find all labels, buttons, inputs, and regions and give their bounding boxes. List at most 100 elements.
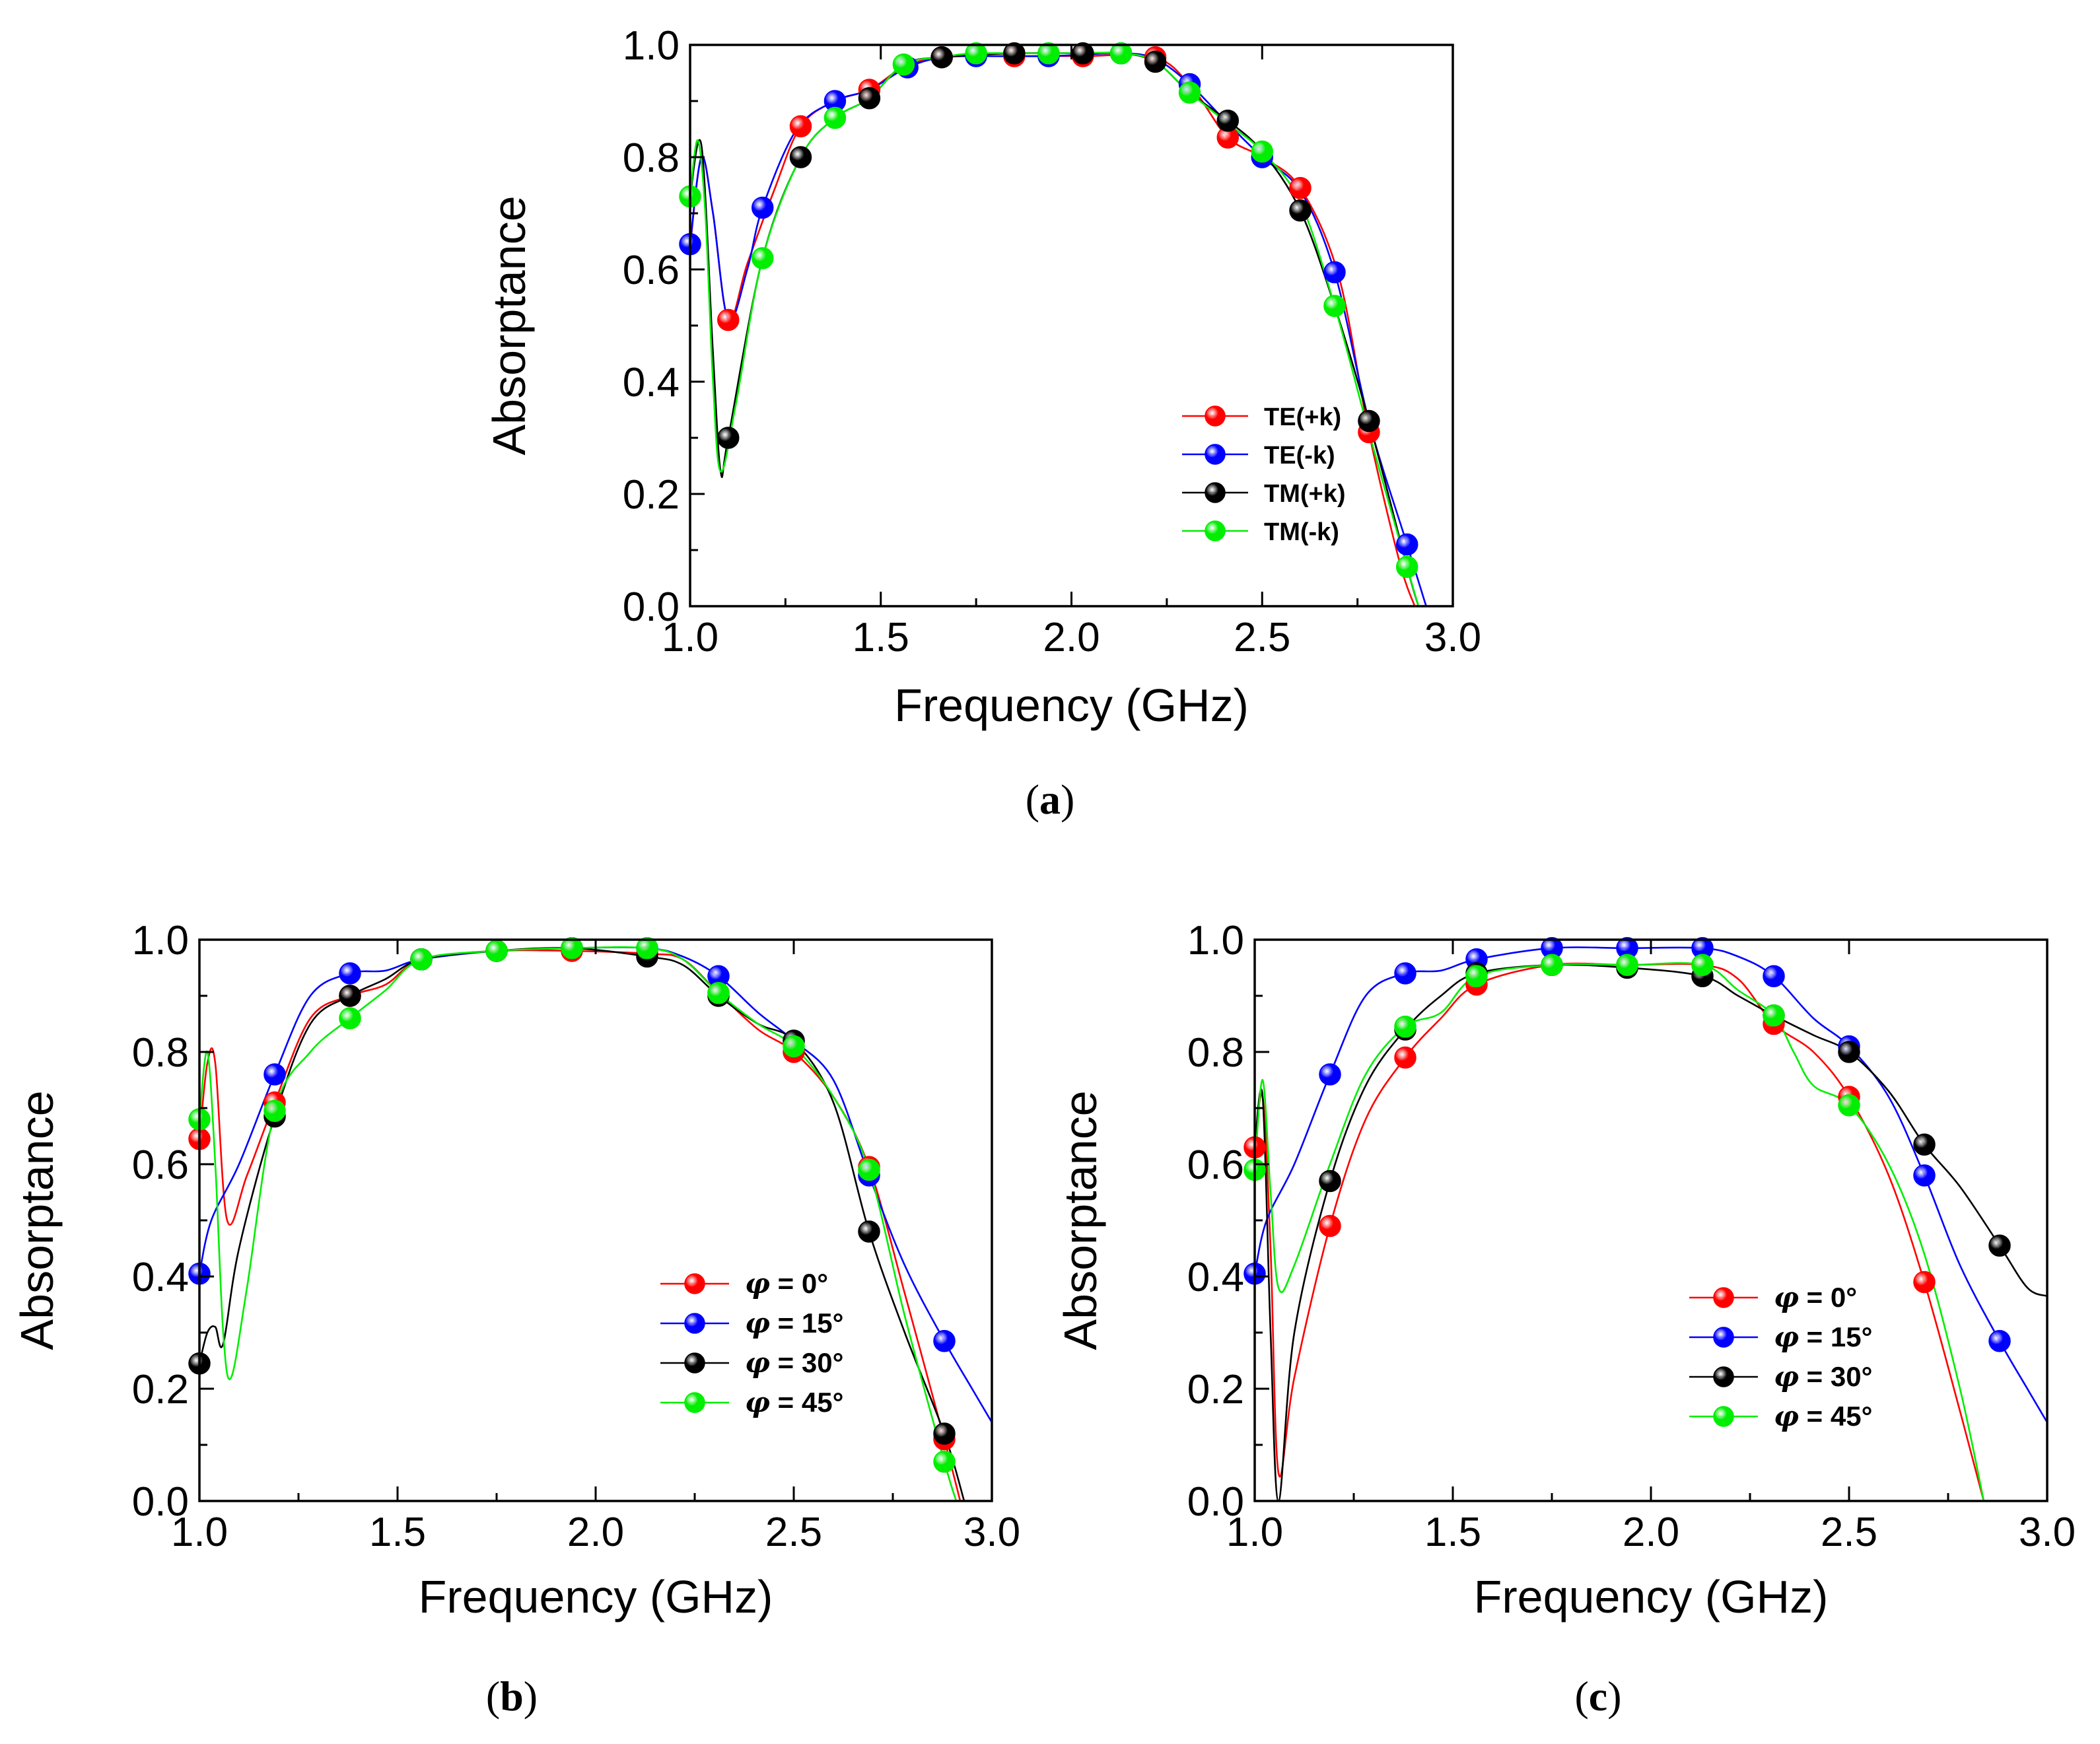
data-point-c-3-9 <box>1913 1133 1936 1156</box>
data-point-c-4-4 <box>1541 954 1563 976</box>
data-point-a-1-1 <box>717 308 740 331</box>
data-point-c-4-2 <box>1394 1016 1417 1038</box>
legend-marker-b-3 <box>684 1352 705 1374</box>
y-tick-label-b-5: 0.8 <box>132 1030 189 1076</box>
data-point-a-3-10 <box>1358 409 1380 433</box>
data-point-a-3-5 <box>1003 42 1026 65</box>
data-point-a-3-4 <box>930 46 953 69</box>
plot-frame-c <box>1253 938 2048 1502</box>
x-tick-label-c-4: 2.5 <box>1821 1510 1877 1555</box>
data-point-b-3-3 <box>339 985 361 1007</box>
x-tick-label-a-3: 2.0 <box>1043 615 1100 660</box>
data-point-b-2-3 <box>339 962 361 985</box>
data-point-a-3-3 <box>858 87 881 110</box>
data-point-c-1-2 <box>1319 1214 1341 1238</box>
data-point-a-3-2 <box>789 146 812 168</box>
series-line-c-1 <box>1255 962 1985 1501</box>
legend-label-b-2: φ = 15° <box>745 1307 843 1339</box>
data-point-c-4-5 <box>1616 954 1638 976</box>
y-tick-label-c-2: 0.2 <box>1187 1367 1244 1413</box>
data-point-a-1-2 <box>789 115 812 137</box>
x-tick-label-c-3: 2.0 <box>1623 1510 1679 1555</box>
x-tick-label-c-1: 1.0 <box>1226 1510 1283 1555</box>
y-tick-label-a-3: 0.4 <box>623 360 680 405</box>
y-tick-label-c-5: 0.8 <box>1187 1030 1244 1076</box>
y-tick-label-a-4: 0.6 <box>623 248 680 293</box>
data-point-c-4-7 <box>1763 1004 1785 1027</box>
y-axis-title-a: Absorptance <box>483 195 535 455</box>
data-point-b-4-7 <box>636 937 658 959</box>
data-point-a-4-5 <box>965 42 987 65</box>
data-point-c-1-3 <box>1394 1046 1417 1069</box>
series-line-c-4 <box>1255 962 1985 1501</box>
chart-panel-b: 1.0 1.5 2.0 2.5 3.0 0.0 0.2 0.4 0.6 0.8 1.0 Frequen… <box>11 918 1020 1720</box>
data-point-a-3-7 <box>1144 50 1167 73</box>
x-tick-label-a-4: 2.5 <box>1234 615 1290 660</box>
data-point-a-4-11 <box>1395 555 1418 578</box>
x-tick-label-b-4: 2.5 <box>765 1510 822 1555</box>
data-point-b-4-9 <box>783 1035 805 1058</box>
data-point-c-3-8 <box>1838 1041 1860 1063</box>
x-axis-title-b: Frequency (GHz) <box>419 1571 773 1622</box>
chart-panel-a: 1.0 1.5 2.0 2.5 3.0 0.0 0.2 0.4 0.6 0.8 1.0 Frequen… <box>483 23 1481 823</box>
plot-frame-b <box>198 938 993 1502</box>
y-tick-label-b-1: 0.0 <box>132 1479 189 1525</box>
data-point-c-2-3 <box>1394 962 1417 985</box>
y-tick-label-c-6: 1.0 <box>1187 918 1244 963</box>
y-tick-label-a-6: 1.0 <box>623 23 680 69</box>
legend-label-c-4: φ = 45° <box>1774 1400 1872 1432</box>
legend-marker-c-3 <box>1713 1366 1734 1387</box>
data-point-a-4-8 <box>1178 81 1201 104</box>
x-tick-label-a-1: 1.0 <box>662 615 718 660</box>
data-point-a-1-9 <box>1289 177 1312 199</box>
data-point-a-2-10 <box>1323 261 1346 283</box>
series-line-b-1 <box>199 949 962 1501</box>
data-point-b-4-3 <box>339 1007 361 1029</box>
legend-marker-c-2 <box>1713 1327 1734 1348</box>
legend-label-c-3: φ = 30° <box>1774 1360 1872 1393</box>
y-tick-label-a-2: 0.2 <box>623 472 680 518</box>
legend-marker-a-4 <box>1205 520 1226 541</box>
panel-caption-b: (b) <box>486 1673 538 1720</box>
legend-label-a-2: TE(-k) <box>1264 442 1335 470</box>
data-point-a-3-8 <box>1216 110 1240 132</box>
legend-label-a-3: TM(+k) <box>1264 480 1346 508</box>
y-tick-label-c-1: 0.0 <box>1187 1479 1244 1525</box>
x-axis-title-c: Frequency (GHz) <box>1474 1571 1829 1622</box>
legend-marker-a-1 <box>1205 405 1226 427</box>
data-point-c-2-11 <box>1988 1330 2011 1352</box>
x-tick-label-b-2: 1.5 <box>369 1510 426 1555</box>
y-tick-label-c-3: 0.4 <box>1187 1255 1244 1300</box>
legend-marker-c-4 <box>1713 1406 1734 1427</box>
y-tick-label-a-1: 0.0 <box>623 584 680 630</box>
x-tick-label-c-5: 3.0 <box>2019 1510 2076 1555</box>
data-point-a-3-9 <box>1289 199 1312 222</box>
data-point-b-3-11 <box>933 1422 956 1445</box>
data-point-c-4-8 <box>1838 1094 1860 1117</box>
x-tick-label-b-1: 1.0 <box>171 1510 228 1555</box>
data-point-a-3-1 <box>717 427 740 449</box>
data-point-b-4-4 <box>410 948 433 971</box>
data-point-c-4-3 <box>1465 965 1488 987</box>
chart-panel-c: 1.0 1.5 2.0 2.5 3.0 0.0 0.2 0.4 0.6 0.8 1.0 Frequen… <box>1055 918 2076 1720</box>
panel-caption-c: (c) <box>1574 1673 1621 1720</box>
y-tick-label-b-2: 0.2 <box>132 1367 189 1413</box>
legend-marker-c-1 <box>1713 1287 1734 1308</box>
series-line-b-3 <box>199 947 965 1501</box>
series-line-c-3 <box>1255 963 2047 1501</box>
data-point-a-4-6 <box>1037 42 1060 65</box>
data-point-c-1-10 <box>1913 1271 1936 1294</box>
x-tick-label-b-3: 2.0 <box>567 1510 624 1555</box>
data-point-c-4-6 <box>1691 954 1714 976</box>
y-axis-title-c: Absorptance <box>1055 1090 1106 1350</box>
data-point-a-4-4 <box>892 53 915 76</box>
series-line-b-4 <box>199 946 958 1501</box>
legend-marker-a-2 <box>1205 444 1226 465</box>
y-tick-label-b-6: 1.0 <box>132 918 189 963</box>
data-point-b-4-10 <box>858 1158 880 1181</box>
legend-label-a-4: TM(-k) <box>1264 518 1339 546</box>
legend-label-c-2: φ = 15° <box>1774 1321 1872 1353</box>
data-point-c-2-2 <box>1319 1063 1341 1086</box>
data-point-a-4-9 <box>1251 140 1273 163</box>
